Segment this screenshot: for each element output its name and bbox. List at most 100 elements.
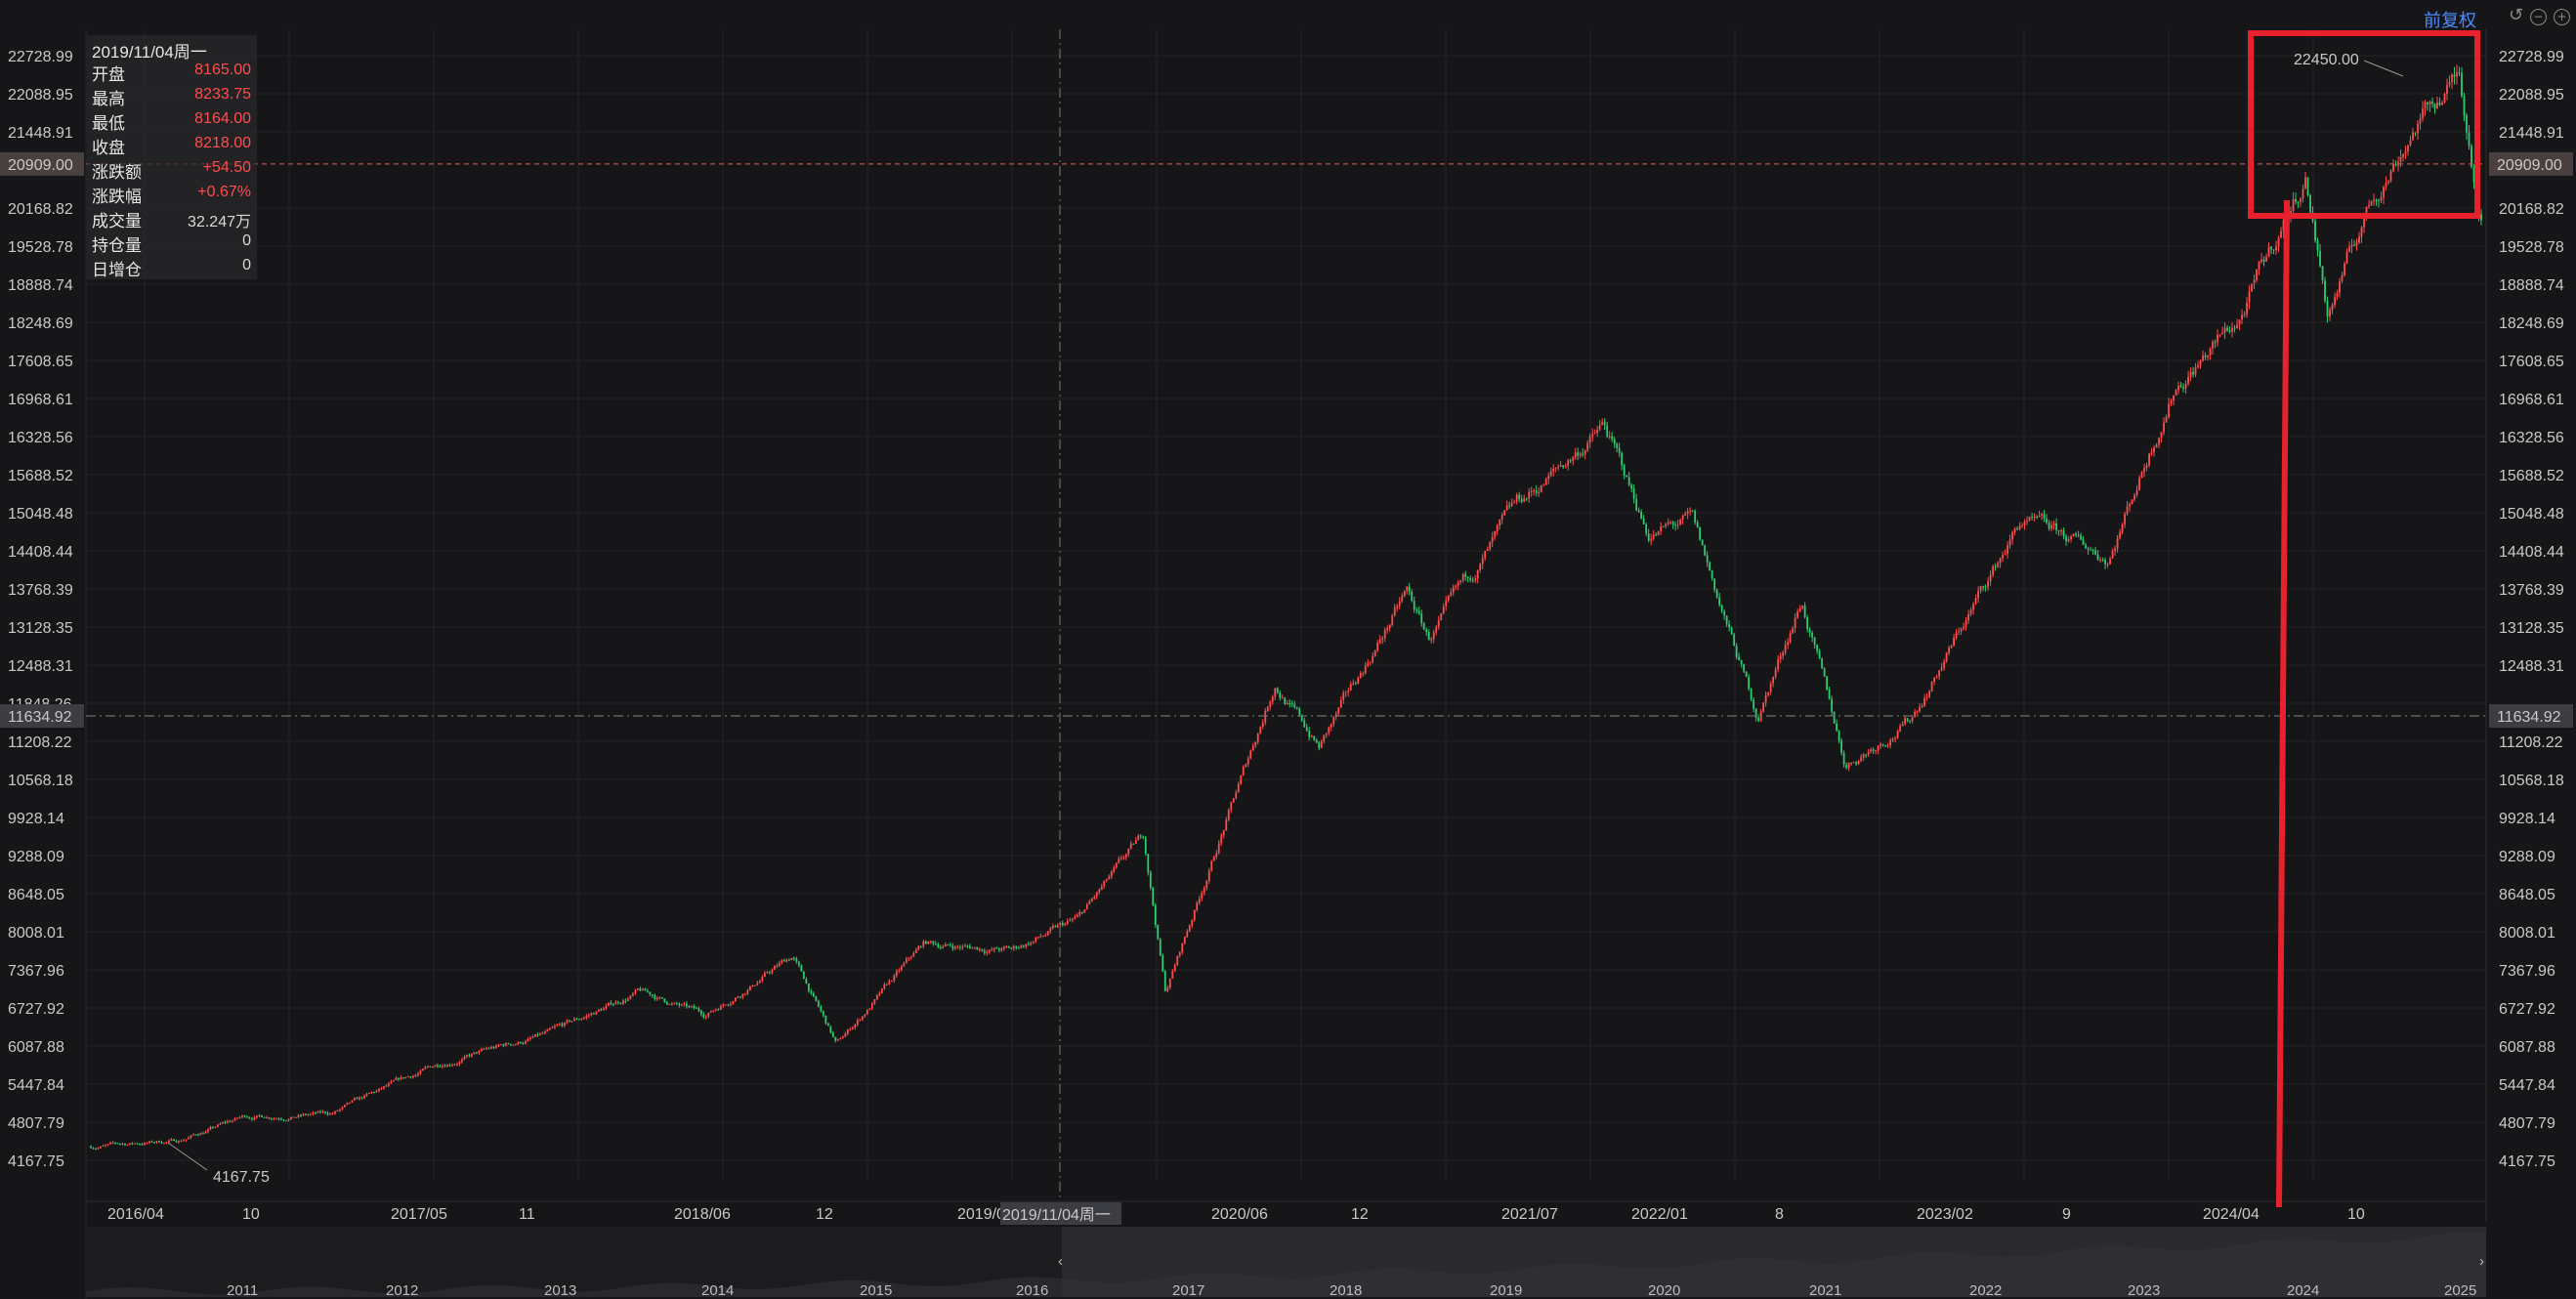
candle-body bbox=[1230, 802, 1233, 811]
candle-body bbox=[287, 1119, 290, 1121]
candle-body bbox=[1171, 971, 1174, 979]
candle-body bbox=[1584, 450, 1586, 455]
candle-body bbox=[1435, 626, 1438, 633]
candle-body bbox=[1076, 915, 1078, 918]
candle-body bbox=[1921, 705, 1923, 707]
candle-body bbox=[1520, 498, 1523, 502]
candle-body bbox=[966, 945, 969, 947]
candle-body bbox=[800, 965, 803, 972]
candle-body bbox=[256, 1115, 258, 1118]
navigator-year-label: 2025 bbox=[2444, 1282, 2476, 1299]
candle-body bbox=[1686, 511, 1689, 515]
price-adjust-button[interactable]: 前复权 bbox=[2424, 11, 2476, 30]
navigator-year-label: 2018 bbox=[1330, 1282, 1362, 1299]
candle-body bbox=[490, 1047, 492, 1049]
candle-body bbox=[1484, 551, 1487, 559]
candle-body bbox=[106, 1144, 109, 1146]
candle-body bbox=[437, 1065, 439, 1067]
candle-body bbox=[321, 1111, 324, 1113]
candle-body bbox=[344, 1105, 346, 1108]
candle-body bbox=[636, 988, 639, 990]
candle-body bbox=[1794, 617, 1796, 629]
candle-body bbox=[160, 1142, 163, 1144]
candle-body bbox=[1627, 477, 1630, 485]
candle-body bbox=[619, 1002, 622, 1004]
candle-body bbox=[629, 995, 632, 999]
candle-body bbox=[942, 946, 945, 948]
candle-body bbox=[856, 1020, 859, 1025]
candle-body bbox=[991, 949, 993, 951]
candle-body bbox=[1715, 589, 1718, 598]
candle-body bbox=[680, 1004, 683, 1006]
candle-body bbox=[141, 1144, 144, 1146]
candle-body bbox=[1474, 578, 1477, 580]
candle-body bbox=[741, 993, 744, 997]
candle-body bbox=[214, 1126, 217, 1128]
candle-body bbox=[105, 1145, 106, 1147]
time-navigator[interactable]: ‹ › 2011 2012 2013 2014 2015 2016 2017 2018 2019 20… bbox=[86, 1227, 2486, 1299]
candle-body bbox=[1212, 857, 1215, 861]
candle-body bbox=[1193, 909, 1196, 920]
candle-body bbox=[1274, 688, 1277, 697]
y-tick-label: 17608.65 bbox=[8, 354, 73, 370]
zoom-in-icon[interactable]: + bbox=[2554, 9, 2570, 25]
candle-body bbox=[1002, 946, 1005, 949]
candle-body bbox=[1288, 703, 1291, 705]
candle-body bbox=[2404, 150, 2407, 154]
info-label: 持仓量 bbox=[92, 236, 142, 255]
candle-body bbox=[1279, 692, 1282, 698]
candle-body bbox=[116, 1143, 119, 1145]
info-row: 开盘 8165.00 bbox=[92, 61, 251, 85]
zoom-out-icon[interactable]: − bbox=[2530, 9, 2547, 25]
candle-body bbox=[1154, 904, 1157, 925]
candle-body bbox=[1113, 867, 1116, 872]
candle-body bbox=[1574, 452, 1577, 458]
candle-body bbox=[2412, 132, 2414, 141]
candle-body bbox=[1157, 924, 1160, 940]
candle-body bbox=[1181, 943, 1184, 952]
candle-body bbox=[634, 989, 637, 994]
candle-body bbox=[170, 1139, 173, 1141]
candle-body bbox=[2314, 221, 2316, 241]
candle-body bbox=[1828, 690, 1831, 699]
navigator-handle-right[interactable]: › bbox=[2479, 1253, 2484, 1270]
candle-body bbox=[1997, 563, 2000, 567]
candle-body bbox=[1207, 870, 1210, 882]
candle-body bbox=[2277, 237, 2280, 247]
candle-body bbox=[1950, 646, 1953, 649]
candle-body bbox=[549, 1027, 551, 1029]
candle-body bbox=[1030, 943, 1033, 945]
candle-body bbox=[1393, 608, 1396, 616]
x-tick-label: 12 bbox=[816, 1206, 833, 1223]
candle-body bbox=[2350, 244, 2353, 247]
y-tick-label: 12488.31 bbox=[2499, 658, 2564, 675]
candle-body bbox=[590, 1013, 593, 1016]
price-marker-label: 20909.00 bbox=[2497, 157, 2562, 174]
candle-body bbox=[1508, 505, 1511, 507]
undo-icon[interactable]: ↺ bbox=[2509, 5, 2524, 25]
candle-body bbox=[1935, 676, 1938, 678]
candle-body bbox=[1364, 665, 1367, 674]
candle-body bbox=[1821, 658, 1824, 669]
candle-body bbox=[2192, 371, 2194, 375]
candle-body bbox=[1415, 609, 1418, 611]
candle-body bbox=[2345, 251, 2348, 264]
candle-body bbox=[1051, 926, 1054, 929]
candle-body bbox=[1513, 501, 1516, 503]
candle-body bbox=[675, 1002, 678, 1004]
candle-body bbox=[585, 1016, 588, 1018]
candle-body bbox=[451, 1065, 453, 1067]
candle-body bbox=[2199, 360, 2202, 365]
candle-body bbox=[2143, 467, 2145, 473]
navigator-handle-left[interactable]: ‹ bbox=[1058, 1253, 1063, 1270]
candle-body bbox=[2038, 515, 2041, 518]
x-tick-label: 2016/04 bbox=[107, 1206, 164, 1223]
candle-body bbox=[922, 941, 925, 947]
candle-body bbox=[1103, 880, 1106, 887]
candle-body bbox=[812, 992, 815, 996]
candle-body bbox=[412, 1076, 414, 1078]
candle-body bbox=[831, 1032, 834, 1037]
candle-body bbox=[1110, 871, 1113, 877]
candle-body bbox=[1740, 659, 1743, 664]
